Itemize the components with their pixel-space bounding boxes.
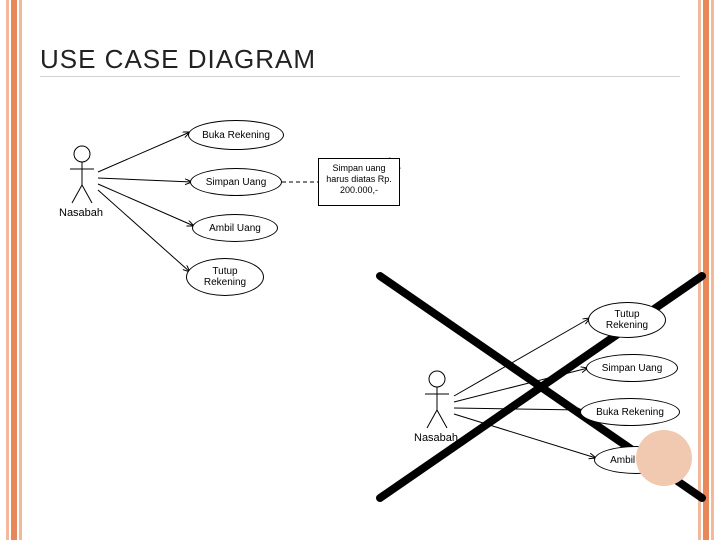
connector — [454, 408, 582, 410]
actor-nasabah-2-label: Nasabah — [414, 432, 458, 444]
usecase-uc-tutup: TutupRekening — [186, 258, 264, 296]
usecase-uc2-simpan: Simpan Uang — [586, 354, 678, 382]
connector — [98, 184, 194, 226]
constraint-note: Simpan uang harus diatas Rp. 200.000,- — [318, 158, 400, 206]
actor-nasabah-1-label: Nasabah — [59, 207, 103, 219]
usecase-uc-ambil: Ambil Uang — [192, 214, 278, 242]
connector — [98, 178, 192, 182]
connector — [98, 190, 190, 272]
usecase-uc-buka: Buka Rekening — [188, 120, 284, 150]
page-number-circle — [636, 430, 692, 486]
connector — [98, 132, 190, 172]
actor-nasabah-1-figure — [70, 146, 94, 203]
usecase-uc2-buka: Buka Rekening — [580, 398, 680, 426]
usecase-uc2-tutup: TutupRekening — [588, 302, 666, 338]
diagram-canvas: Nasabah Buka Rekening Simpan Uang Ambil Uan… — [0, 0, 720, 540]
usecase-uc-simpan: Simpan Uang — [190, 168, 282, 196]
actor-nasabah-2-figure — [425, 371, 449, 428]
